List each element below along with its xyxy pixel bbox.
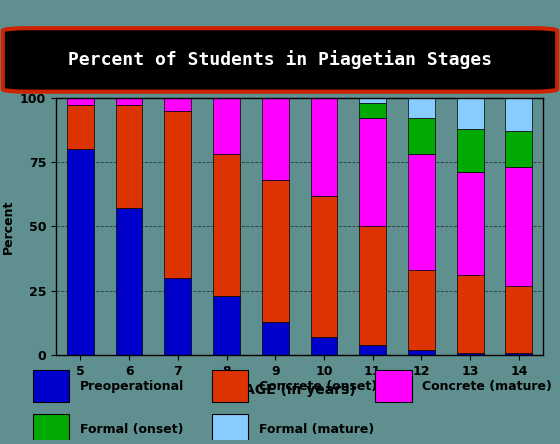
- Bar: [67, 105, 94, 149]
- Bar: [165, 98, 191, 111]
- Bar: [165, 111, 191, 278]
- Bar: [116, 105, 142, 208]
- Bar: [360, 103, 386, 118]
- Bar: [360, 345, 386, 355]
- FancyBboxPatch shape: [32, 414, 69, 444]
- Text: Concrete (onset): Concrete (onset): [259, 380, 377, 392]
- Bar: [262, 98, 288, 180]
- Bar: [457, 129, 483, 172]
- Text: Percent of Students in Piagetian Stages: Percent of Students in Piagetian Stages: [68, 51, 492, 69]
- Bar: [262, 322, 288, 355]
- Bar: [457, 172, 483, 275]
- Bar: [311, 195, 337, 337]
- Text: Formal (onset): Formal (onset): [80, 424, 184, 436]
- Bar: [213, 296, 240, 355]
- Bar: [408, 350, 435, 355]
- Bar: [165, 278, 191, 355]
- FancyBboxPatch shape: [32, 370, 69, 402]
- Text: Preoperational: Preoperational: [80, 380, 184, 392]
- FancyBboxPatch shape: [375, 370, 412, 402]
- Text: Formal (mature): Formal (mature): [259, 424, 374, 436]
- Bar: [67, 149, 94, 355]
- Bar: [67, 98, 94, 105]
- Bar: [116, 98, 142, 105]
- FancyBboxPatch shape: [212, 414, 249, 444]
- Bar: [408, 270, 435, 350]
- Bar: [311, 98, 337, 195]
- Bar: [457, 353, 483, 355]
- FancyBboxPatch shape: [212, 370, 249, 402]
- Bar: [408, 155, 435, 270]
- Bar: [116, 208, 142, 355]
- Bar: [506, 167, 532, 285]
- Bar: [360, 98, 386, 103]
- Bar: [360, 118, 386, 226]
- Bar: [506, 353, 532, 355]
- X-axis label: AGE (in years): AGE (in years): [244, 384, 356, 397]
- Bar: [457, 275, 483, 353]
- Bar: [506, 131, 532, 167]
- Text: Concrete (mature): Concrete (mature): [422, 380, 552, 392]
- Bar: [408, 98, 435, 118]
- Bar: [506, 285, 532, 353]
- Bar: [262, 180, 288, 322]
- FancyBboxPatch shape: [3, 28, 557, 92]
- Bar: [408, 118, 435, 155]
- Bar: [506, 98, 532, 131]
- Bar: [457, 98, 483, 129]
- Bar: [213, 155, 240, 296]
- Bar: [360, 226, 386, 345]
- Bar: [213, 98, 240, 155]
- Bar: [311, 337, 337, 355]
- Y-axis label: Percent: Percent: [2, 199, 15, 254]
